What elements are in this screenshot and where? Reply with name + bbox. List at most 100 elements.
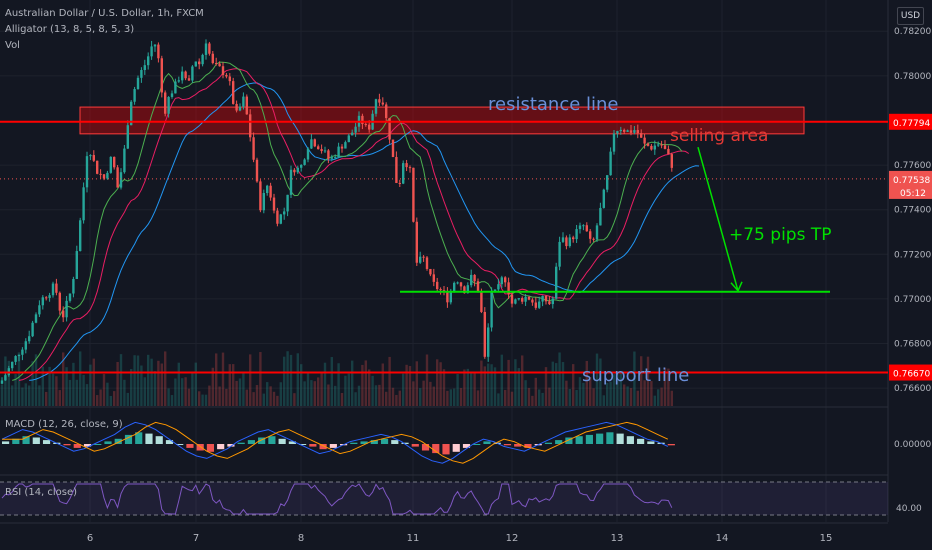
volume-bar (320, 372, 323, 406)
macd-histogram-bar (524, 444, 532, 448)
time-axis[interactable]: 6 7 8 11 12 13 14 15 (0, 522, 888, 544)
candle-body (170, 93, 174, 97)
volume-bar (531, 395, 534, 406)
candle-body (439, 289, 442, 291)
volume-bar (534, 377, 537, 406)
candle-body (555, 266, 558, 299)
candle-body (323, 150, 327, 152)
candle-body (633, 130, 636, 133)
candle-body (221, 66, 225, 75)
candle-body (204, 43, 208, 55)
macd-histogram-bar (196, 444, 204, 451)
currency-button[interactable]: USD (897, 7, 924, 25)
rsi-legend[interactable]: RSI (14, close) (5, 487, 78, 498)
candle-body (636, 130, 639, 134)
candle-body (276, 210, 279, 224)
volume-bar (147, 354, 150, 406)
candle-body (41, 297, 44, 306)
macd-histogram-bar (22, 436, 30, 444)
volume-bar (422, 380, 425, 406)
candle-body (344, 142, 347, 149)
volume-bar (177, 362, 180, 406)
candle-body (667, 148, 670, 155)
price-axis[interactable]: 0.78200 0.78000 0.77600 0.77400 0.77200 0.770… (889, 27, 932, 514)
candle-body (670, 154, 673, 168)
candle-body (381, 102, 384, 105)
volume-bar (541, 392, 544, 406)
alligator-legend[interactable]: Alligator (13, 8, 5, 8, 5, 3) (5, 24, 135, 35)
volume-bar (85, 384, 89, 406)
candle-body (663, 145, 667, 149)
candle-body (279, 214, 282, 224)
volume-bar (296, 353, 299, 406)
projection-arrow (697, 147, 743, 293)
alligator-lines (12, 61, 700, 381)
macd-histogram-bar (42, 440, 51, 444)
candle-body (303, 159, 306, 165)
macd-histogram-bar (596, 433, 604, 444)
volume-bar (487, 363, 490, 406)
macd-histogram-bar (544, 442, 553, 444)
candle-body (568, 237, 571, 247)
volume-bar (21, 387, 24, 406)
volume-bar (0, 385, 4, 406)
time-tick-label: 13 (611, 533, 624, 544)
volume-bar (38, 385, 41, 406)
candle-body (330, 157, 333, 159)
candle-body (201, 54, 204, 65)
volume-bar (167, 388, 170, 406)
candle-body (11, 361, 14, 369)
macd-histogram-bar (186, 444, 194, 448)
resistance-label: resistance line (488, 94, 619, 115)
volume-bar (143, 377, 146, 406)
candle-body (449, 291, 452, 303)
volume-bar (381, 363, 384, 406)
candle-body (415, 221, 418, 263)
candle-body (500, 277, 503, 285)
macd-histogram-bar (2, 441, 10, 444)
candle-body (89, 155, 92, 157)
macd-histogram-bar (421, 444, 430, 451)
macd-histogram-bar (626, 436, 634, 444)
macd-histogram-bar (432, 444, 440, 454)
volume-bar (480, 360, 483, 406)
volume-legend[interactable]: Vol (5, 40, 20, 51)
macd-histogram-bar (83, 444, 92, 447)
symbol-title[interactable]: Australian Dollar / U.S. Dollar, 1h, FXC… (5, 8, 204, 19)
candle-body (198, 61, 201, 65)
candle-body (177, 80, 180, 82)
candle-body (113, 156, 116, 168)
candle-body (153, 44, 157, 47)
volume-bar (340, 392, 344, 406)
volume-bar (96, 395, 99, 406)
candle-body (262, 192, 265, 211)
candle-body (616, 131, 619, 134)
macd-histogram-bar (370, 440, 378, 444)
candles (0, 39, 673, 385)
volume-bar (398, 390, 401, 406)
volume-bar (490, 364, 493, 406)
volume-bar (327, 384, 330, 406)
volume-bar (578, 377, 582, 406)
volume-bar (119, 354, 123, 406)
candle-body (252, 137, 255, 160)
volume-bar (313, 381, 316, 406)
candle-body (595, 225, 599, 240)
macd-legend[interactable]: MACD (12, 26, close, 9) (5, 419, 123, 430)
volume-bar (602, 395, 605, 406)
candle-body (473, 274, 476, 282)
candle-body (269, 185, 272, 198)
volume-bar (62, 352, 65, 406)
candle-body (650, 145, 653, 150)
candle-body (354, 126, 357, 133)
volume-bar (215, 353, 218, 406)
arrow-shaft (697, 147, 739, 291)
volume-bar (276, 395, 279, 406)
candle-body (174, 81, 177, 94)
volume-bar (323, 362, 327, 406)
macd-histogram-bar (452, 444, 460, 452)
candle-body (446, 291, 449, 303)
volume-bar (130, 368, 133, 406)
candle-body (191, 66, 194, 81)
